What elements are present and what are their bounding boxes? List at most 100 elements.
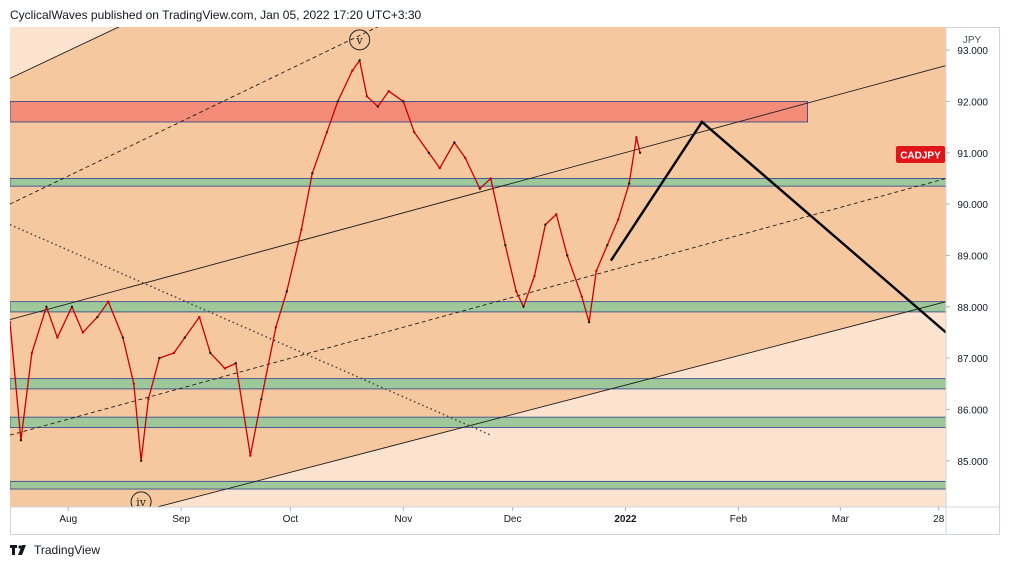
- price-series-layer: [10, 59, 642, 462]
- trend-line-solid-0[interactable]: [10, 27, 352, 79]
- price-point: [351, 69, 354, 72]
- price-tick-label: 91.000: [957, 149, 988, 160]
- time-tick-label: 28: [933, 514, 945, 525]
- support-zone-5[interactable]: [10, 480, 946, 490]
- price-point: [249, 454, 252, 457]
- price-axis[interactable]: 93.000 92.000 91.000 90.000 89.000 88.000 87.0…: [946, 46, 988, 468]
- time-tick-label: Nov: [394, 514, 412, 525]
- price-point: [453, 141, 456, 144]
- price-point: [300, 228, 303, 231]
- time-tick-label: Feb: [730, 514, 748, 525]
- price-point: [147, 397, 150, 401]
- price-point: [10, 320, 12, 324]
- price-point: [617, 218, 620, 221]
- price-point: [566, 254, 569, 257]
- price-point: [311, 172, 314, 175]
- price-point: [365, 95, 369, 98]
- tradingview-logo-icon: [10, 544, 30, 556]
- plot-area[interactable]: v iv: [10, 27, 946, 535]
- price-point: [260, 397, 263, 401]
- time-tick-label: Oct: [283, 514, 299, 525]
- price-tick-label: 93.000: [957, 46, 988, 57]
- price-point: [606, 243, 609, 247]
- trend-line-dotted-5[interactable]: [10, 223, 492, 436]
- price-point: [139, 459, 143, 462]
- price-point: [223, 367, 227, 370]
- price-point: [376, 105, 380, 108]
- price-series-line[interactable]: [10, 59, 641, 462]
- time-tick-label: Mar: [832, 514, 850, 525]
- price-point: [274, 326, 278, 329]
- time-tick-label: Aug: [59, 514, 77, 525]
- price-point: [96, 315, 99, 319]
- trend-line-solid-2[interactable]: [10, 65, 946, 321]
- price-tick-label: 89.000: [957, 251, 988, 262]
- tradingview-footer[interactable]: TradingView: [10, 543, 100, 557]
- price-tick-label: 86.000: [957, 405, 988, 416]
- price-point: [30, 351, 34, 355]
- price-point: [504, 243, 507, 247]
- price-tick-label: 90.000: [957, 200, 988, 211]
- price-point: [121, 336, 125, 339]
- price-point: [56, 336, 59, 339]
- price-point: [638, 151, 642, 154]
- price-point: [635, 136, 638, 139]
- price-point: [464, 156, 467, 160]
- tradingview-brand: TradingView: [34, 543, 101, 557]
- price-point: [489, 177, 492, 180]
- trendline-layer: [10, 27, 946, 512]
- time-tick-label: Dec: [504, 514, 522, 525]
- price-point: [70, 305, 74, 308]
- price-point: [81, 331, 85, 334]
- symbol-badge-bg: [896, 146, 945, 163]
- time-tick-label: 2022: [614, 514, 637, 525]
- price-tick-label: 88.000: [957, 303, 988, 314]
- price-point: [198, 315, 201, 319]
- price-point: [45, 305, 48, 308]
- wave-label-iv: iv: [136, 496, 147, 509]
- price-point: [107, 300, 110, 303]
- price-tick-label: 87.000: [957, 354, 988, 365]
- time-axis[interactable]: Aug Sep Oct Nov Dec 2022 Feb Mar 28: [59, 507, 945, 525]
- trend-line-dashed-3[interactable]: [10, 178, 946, 436]
- support-zone-4[interactable]: [10, 416, 946, 428]
- price-point: [595, 269, 598, 273]
- price-chart[interactable]: v iv 93.000 92.000 91.000 90.000 89.000 88.000…: [10, 27, 1000, 535]
- price-point: [183, 336, 187, 339]
- wave-label-circle: [349, 29, 371, 51]
- price-tick-label: 85.000: [957, 457, 988, 468]
- price-point: [358, 59, 361, 62]
- price-point: [580, 295, 583, 298]
- publication-header: CyclicalWaves published on TradingView.c…: [10, 8, 422, 22]
- projection-layer: [609, 120, 946, 334]
- price-point: [627, 182, 631, 185]
- wave-annotation-layer: v iv: [130, 29, 371, 509]
- price-point: [515, 290, 518, 293]
- price-point: [438, 166, 441, 170]
- price-point: [172, 351, 176, 355]
- support-zone-3[interactable]: [10, 378, 946, 390]
- price-point: [132, 382, 136, 385]
- price-point: [555, 213, 558, 216]
- price-point: [234, 362, 238, 365]
- price-point: [427, 151, 431, 154]
- currency-label: JPY: [963, 35, 982, 46]
- price-point: [387, 89, 390, 93]
- price-point: [325, 131, 329, 134]
- price-point: [158, 356, 161, 360]
- projection-path[interactable]: [609, 120, 946, 334]
- price-point: [19, 439, 23, 442]
- price-point: [478, 187, 482, 190]
- price-point: [336, 100, 339, 103]
- price-point: [522, 305, 525, 308]
- price-point: [533, 274, 536, 278]
- wave-label-circle: [130, 491, 152, 507]
- price-tick-label: 92.000: [957, 97, 988, 108]
- price-point: [413, 131, 416, 134]
- resistance-zone-0[interactable]: [10, 101, 809, 123]
- price-point: [587, 320, 591, 324]
- trend-line-solid-4[interactable]: [137, 301, 946, 512]
- price-point: [209, 351, 212, 355]
- symbol-badge[interactable]: CADJPY: [896, 146, 945, 163]
- price-point: [544, 223, 547, 226]
